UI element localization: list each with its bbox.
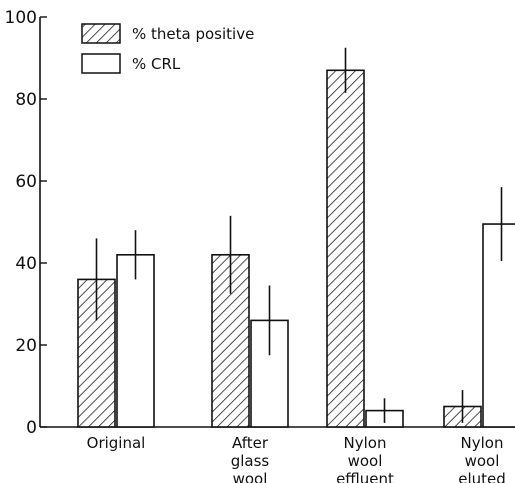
x-category-label-line: eluted [458,470,506,483]
y-tick-label: 60 [15,172,37,192]
x-category-label: Original [87,434,146,452]
legend-swatch [81,23,121,44]
x-category-label-line: effluent [336,470,394,483]
x-category-label-line: Original [87,434,146,452]
x-category-label: Nylon wool eluted [458,434,506,483]
bar [116,254,155,428]
bar [326,69,365,428]
x-category-label-line: glass [231,452,270,470]
y-tick-label: 20 [15,336,37,356]
bars [77,47,515,428]
y-tick-label: 40 [15,254,37,274]
x-category-label-line: wool [233,470,268,483]
x-category-label-line: After [232,434,269,452]
legend-label: % theta positive [132,25,254,43]
y-tick-label: 100 [5,8,37,28]
x-category-label: After glass wool [231,434,270,483]
bar [482,223,515,428]
x-category-label-line: Nylon [461,434,504,452]
legend-label: % CRL [132,55,181,73]
legend: % theta positive % CRL [81,23,254,74]
x-category-label-line: Nylon [344,434,387,452]
x-category-label: Nylon wool effluent [336,434,394,483]
x-category-label-line: wool [348,452,383,470]
y-tick-label: 0 [26,418,37,438]
legend-swatch [81,53,121,74]
x-category-label-line: wool [465,452,500,470]
y-tick-label: 80 [15,90,37,110]
